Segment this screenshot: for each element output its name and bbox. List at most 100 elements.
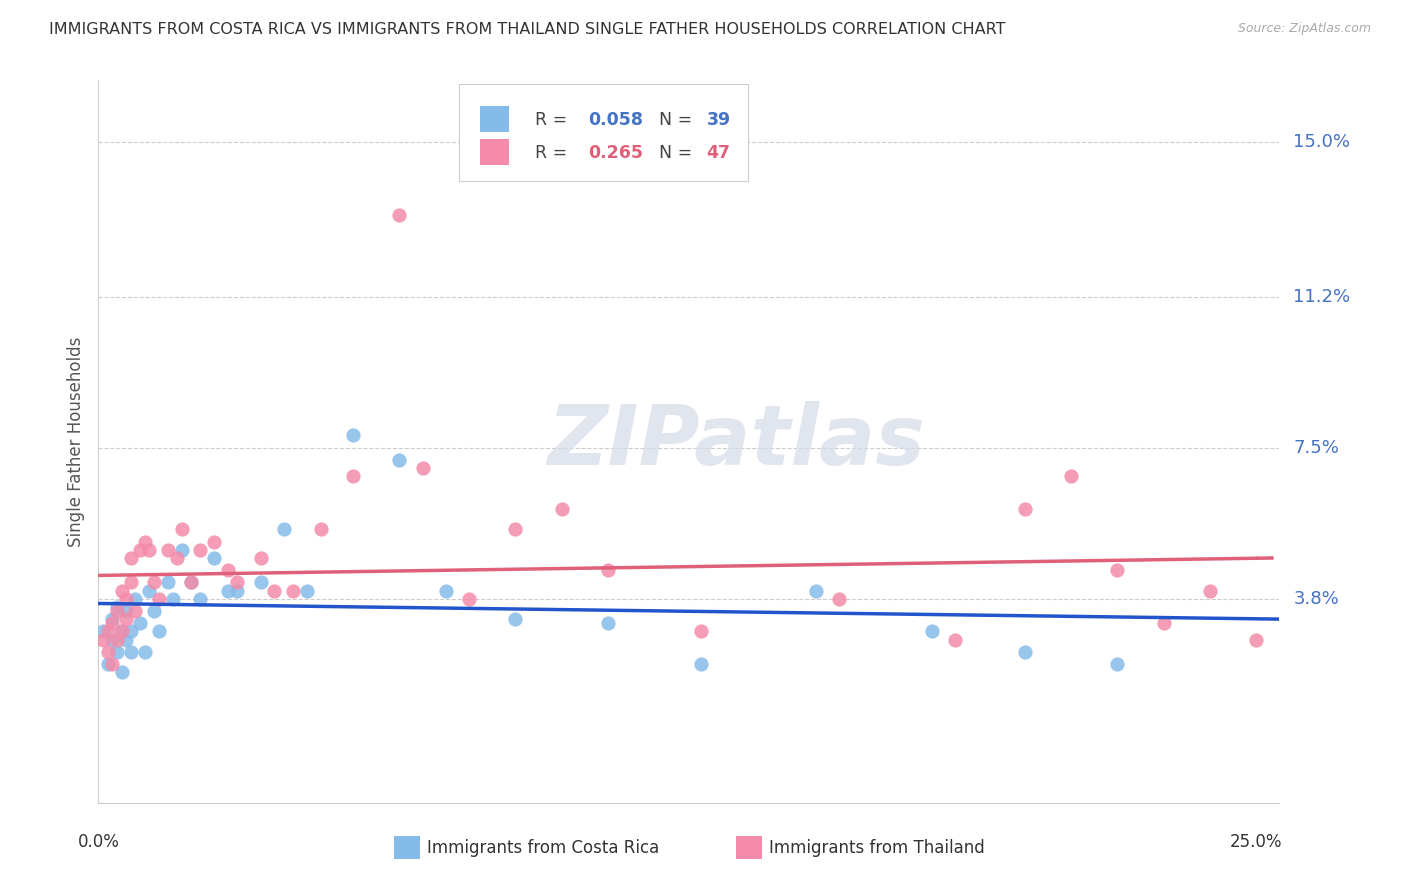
- Point: [202, 534, 225, 549]
- Point: [1107, 657, 1129, 671]
- Point: [188, 591, 211, 606]
- Point: [180, 575, 202, 590]
- Text: 39: 39: [707, 111, 731, 129]
- Text: N =: N =: [659, 111, 699, 129]
- Text: 7.5%: 7.5%: [1294, 439, 1340, 457]
- Point: [295, 583, 318, 598]
- Text: ZIPatlas: ZIPatlas: [547, 401, 925, 482]
- Point: [273, 522, 295, 536]
- Text: 0.0%: 0.0%: [77, 833, 120, 851]
- Point: [689, 624, 711, 639]
- Point: [503, 522, 526, 536]
- Point: [105, 632, 128, 647]
- Text: 3.8%: 3.8%: [1294, 590, 1339, 607]
- Point: [249, 550, 271, 565]
- Point: [1153, 616, 1175, 631]
- Point: [110, 583, 132, 598]
- FancyBboxPatch shape: [737, 836, 762, 859]
- FancyBboxPatch shape: [479, 106, 509, 132]
- Point: [170, 542, 193, 557]
- Point: [921, 624, 943, 639]
- Point: [129, 542, 152, 557]
- Point: [148, 591, 170, 606]
- Point: [342, 428, 364, 442]
- Text: 11.2%: 11.2%: [1294, 287, 1351, 306]
- Point: [342, 469, 364, 483]
- Point: [1246, 632, 1268, 647]
- Text: IMMIGRANTS FROM COSTA RICA VS IMMIGRANTS FROM THAILAND SINGLE FATHER HOUSEHOLDS : IMMIGRANTS FROM COSTA RICA VS IMMIGRANTS…: [49, 22, 1005, 37]
- Point: [596, 563, 619, 577]
- Point: [281, 583, 304, 598]
- Point: [101, 612, 124, 626]
- FancyBboxPatch shape: [394, 836, 419, 859]
- Point: [689, 657, 711, 671]
- Point: [188, 542, 211, 557]
- Text: Source: ZipAtlas.com: Source: ZipAtlas.com: [1237, 22, 1371, 36]
- Point: [110, 665, 132, 680]
- Point: [138, 542, 160, 557]
- Point: [143, 604, 166, 618]
- Text: R =: R =: [536, 111, 574, 129]
- Point: [162, 591, 184, 606]
- Point: [101, 657, 124, 671]
- Point: [101, 632, 124, 647]
- Point: [134, 534, 156, 549]
- Point: [1107, 563, 1129, 577]
- Point: [806, 583, 828, 598]
- Point: [101, 616, 124, 631]
- Point: [148, 624, 170, 639]
- Point: [120, 645, 142, 659]
- Text: 0.058: 0.058: [589, 111, 644, 129]
- Text: R =: R =: [536, 144, 574, 161]
- Point: [180, 575, 202, 590]
- Point: [217, 563, 239, 577]
- Point: [124, 604, 146, 618]
- Point: [388, 453, 411, 467]
- Point: [226, 583, 249, 598]
- Point: [943, 632, 966, 647]
- Point: [1060, 469, 1083, 483]
- Point: [115, 604, 138, 618]
- Point: [828, 591, 851, 606]
- Text: 47: 47: [707, 144, 731, 161]
- Point: [156, 575, 179, 590]
- Point: [226, 575, 249, 590]
- Point: [596, 616, 619, 631]
- Point: [170, 522, 193, 536]
- Point: [110, 624, 132, 639]
- Point: [503, 612, 526, 626]
- Point: [97, 624, 120, 639]
- Point: [129, 616, 152, 631]
- Point: [156, 542, 179, 557]
- Point: [388, 208, 411, 222]
- Point: [138, 583, 160, 598]
- Point: [1199, 583, 1222, 598]
- Point: [434, 583, 457, 598]
- Point: [458, 591, 481, 606]
- Point: [143, 575, 166, 590]
- Point: [105, 599, 128, 614]
- Point: [166, 550, 188, 565]
- Text: N =: N =: [659, 144, 699, 161]
- Point: [134, 645, 156, 659]
- Point: [97, 645, 120, 659]
- Point: [115, 591, 138, 606]
- Point: [309, 522, 332, 536]
- Point: [115, 632, 138, 647]
- Point: [1014, 502, 1036, 516]
- Point: [249, 575, 271, 590]
- Y-axis label: Single Father Households: Single Father Households: [66, 336, 84, 547]
- Point: [120, 550, 142, 565]
- Point: [120, 624, 142, 639]
- Point: [105, 604, 128, 618]
- Point: [217, 583, 239, 598]
- Text: 15.0%: 15.0%: [1294, 133, 1350, 151]
- FancyBboxPatch shape: [479, 139, 509, 165]
- Point: [110, 624, 132, 639]
- Point: [97, 657, 120, 671]
- Point: [91, 632, 114, 647]
- FancyBboxPatch shape: [458, 84, 748, 181]
- Point: [91, 624, 114, 639]
- Point: [1014, 645, 1036, 659]
- Text: 25.0%: 25.0%: [1230, 833, 1282, 851]
